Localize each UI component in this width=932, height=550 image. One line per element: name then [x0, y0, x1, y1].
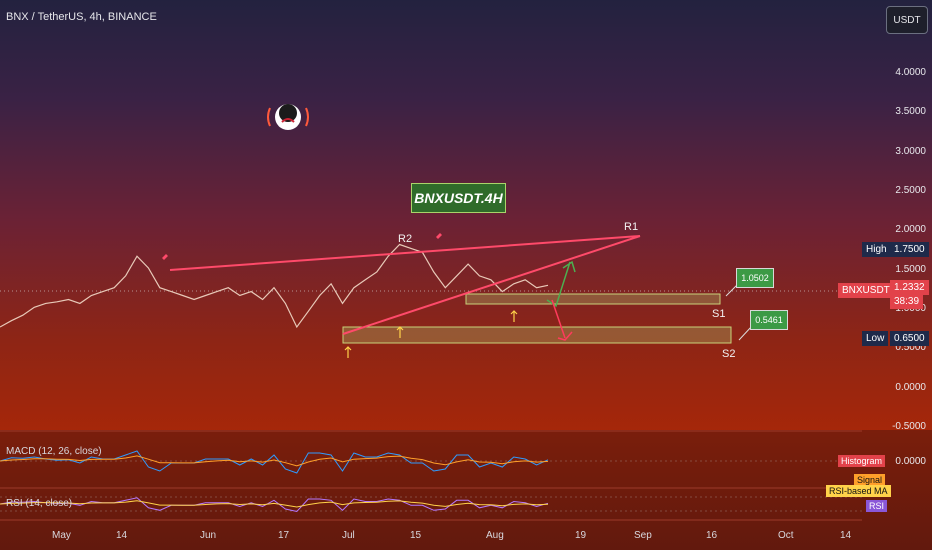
y-tick-label: 1.5000 — [895, 264, 926, 275]
x-tick-label: May — [52, 530, 71, 541]
label-r2: R2 — [398, 233, 413, 245]
symbol-info[interactable]: BNX / TetherUS, 4h, BINANCE — [6, 11, 157, 23]
signal-chip: Signal — [854, 474, 886, 486]
resistance-trendline[interactable] — [169, 235, 641, 271]
callout-connector — [738, 325, 753, 341]
green-forecast-arrow — [546, 261, 571, 308]
label-s1: S1 — [712, 308, 726, 320]
symbol-price-tag: BNXUSDT — [838, 283, 894, 298]
x-tick-label: 14 — [840, 530, 852, 541]
x-tick-label: Aug — [486, 530, 504, 541]
x-tick-label: 16 — [706, 530, 718, 541]
label-s2: S2 — [722, 348, 736, 360]
macd-line — [0, 450, 549, 474]
macd-value: 0.0000 — [895, 456, 926, 467]
low-tag-value: 0.6500 — [890, 331, 929, 346]
rsi-line — [0, 497, 549, 513]
y-tick-label: 2.0000 — [895, 224, 926, 235]
chart-title: BNXUSDT.4H — [411, 183, 506, 213]
author-logo — [267, 104, 309, 130]
red-forecast-arrow — [551, 299, 566, 339]
x-tick-label: Jun — [200, 530, 217, 541]
pivot-flags — [162, 233, 442, 260]
currency-button[interactable]: USDT — [886, 6, 928, 34]
green-arrowhead — [562, 260, 576, 273]
y-tick-label: -0.5000 — [892, 421, 926, 432]
current-price-tag: 1.2332 — [890, 280, 929, 295]
y-tick-label: 0.0000 — [895, 382, 926, 393]
high-tag-label: High — [862, 242, 891, 257]
y-tick-label: 0.5000 — [895, 342, 926, 353]
x-tick-label: 15 — [410, 530, 422, 541]
callout-s2-value: 0.5461 — [750, 310, 788, 330]
rsi-label[interactable]: RSI (14, close) — [6, 498, 73, 509]
red-arrowhead — [557, 331, 573, 341]
y-tick-label: 2.5000 — [895, 185, 926, 196]
x-tick-label: 14 — [116, 530, 128, 541]
x-tick-label: Oct — [778, 530, 794, 541]
indicator-panels-background — [0, 430, 932, 550]
rsi-ma-line — [0, 500, 549, 508]
macd-signal-line — [0, 455, 549, 467]
high-tag-value: 1.7500 — [890, 242, 929, 257]
x-tick-label: 17 — [278, 530, 290, 541]
price-series — [0, 243, 549, 329]
x-tick-label: Sep — [634, 530, 652, 541]
histogram-chip: Histogram — [838, 455, 886, 467]
macd-label[interactable]: MACD (12, 26, close) — [6, 446, 102, 457]
x-tick-label: 19 — [575, 530, 587, 541]
support-zone-s2[interactable] — [342, 326, 732, 344]
y-tick-label: 4.0000 — [895, 67, 926, 78]
support-zone-s1[interactable] — [465, 293, 721, 305]
x-tick-label: Jul — [342, 530, 355, 541]
callout-s1-value: 1.0502 — [736, 268, 774, 288]
up-arrow-markers — [344, 310, 518, 358]
label-r1: R1 — [624, 221, 639, 233]
rsi-chip: RSI — [866, 500, 888, 512]
y-tick-label: 3.5000 — [895, 106, 926, 117]
bar-countdown: 38:39 — [890, 294, 924, 309]
rsi-ma-chip: RSI-based MA — [826, 485, 891, 497]
y-tick-label: 3.0000 — [895, 146, 926, 157]
low-tag-label: Low — [862, 331, 889, 346]
support-trendline[interactable] — [342, 235, 641, 335]
